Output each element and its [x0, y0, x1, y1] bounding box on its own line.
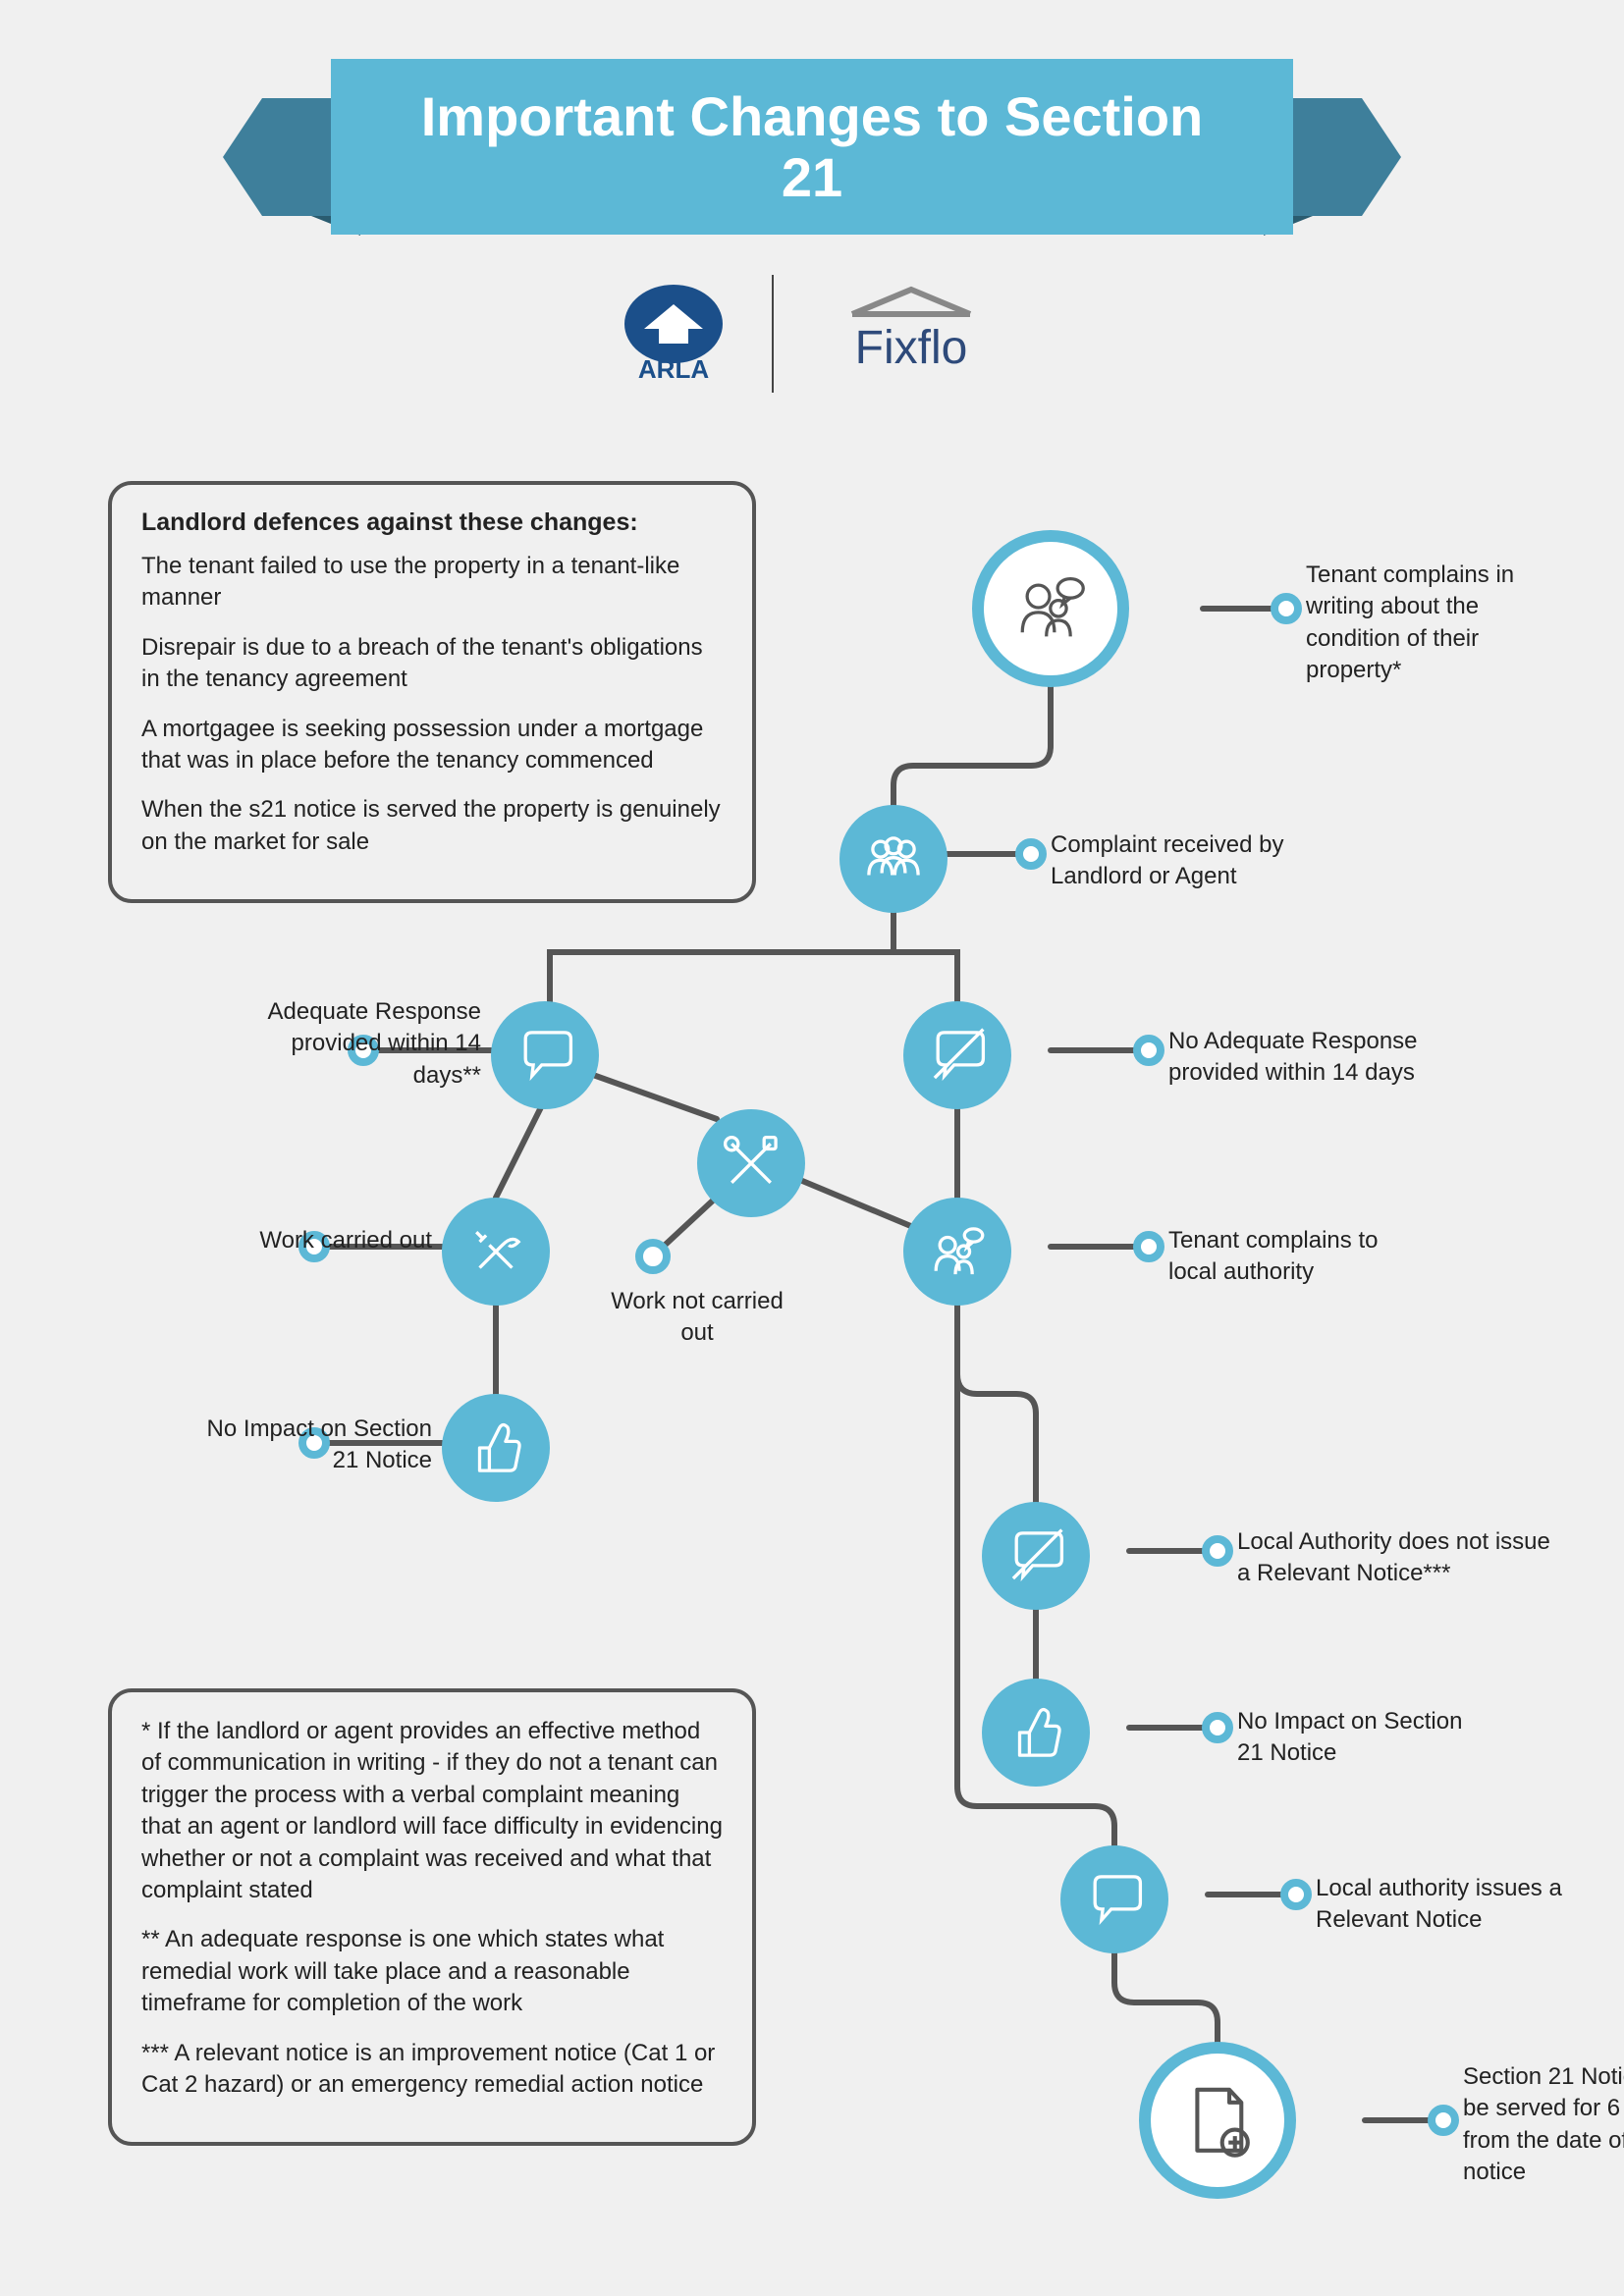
label-n5a: No Impact on Section 21 Notice	[177, 1414, 432, 1477]
logo-divider	[772, 275, 774, 393]
people-speech-icon	[925, 1219, 990, 1284]
defences-box: Landlord defences against these changes:…	[108, 481, 756, 903]
logo-row: ARLA Fixflo	[615, 275, 1009, 393]
people-speech-icon	[1010, 568, 1091, 649]
label-n2: Complaint received by Landlord or Agent	[1051, 829, 1306, 893]
defence-item: Disrepair is due to a breach of the tena…	[141, 632, 723, 696]
speech-slash-icon	[925, 1023, 990, 1088]
node-adequate-response	[491, 1001, 599, 1109]
footnotes-box: * If the landlord or agent provides an e…	[108, 1688, 756, 2146]
document-plus-icon	[1177, 2080, 1258, 2161]
node-no-impact-b	[982, 1679, 1090, 1787]
node-la-no-notice	[982, 1502, 1090, 1610]
label-n1: Tenant complains in writing about the co…	[1306, 560, 1561, 687]
defence-item: When the s21 notice is served the proper…	[141, 794, 723, 858]
label-n7: No Impact on Section 21 Notice	[1237, 1706, 1492, 1770]
label-n3a: Adequate Response provided within 14 day…	[226, 996, 481, 1092]
arla-label: ARLA	[638, 354, 709, 384]
fixflo-logo: Fixflo	[813, 280, 1009, 388]
node-complaint-received	[839, 805, 947, 913]
label-n6: Local Authority does not issue a Relevan…	[1237, 1526, 1551, 1590]
title-banner: Important Changes to Section 21	[331, 59, 1293, 235]
node-tenant-complains	[972, 530, 1129, 687]
label-n4a: Work carried out	[177, 1225, 432, 1256]
thumbs-up-icon	[1003, 1700, 1068, 1765]
label-n4b: Work not carried out	[599, 1286, 795, 1350]
label-n5b: Tenant complains to local authority	[1168, 1225, 1424, 1289]
footnote-item: ** An adequate response is one which sta…	[141, 1924, 723, 2019]
footnote-item: *** A relevant notice is an improvement …	[141, 2038, 723, 2102]
defences-heading: Landlord defences against these changes:	[141, 508, 723, 537]
node-tools-cross	[697, 1109, 805, 1217]
node-no-adequate-response	[903, 1001, 1011, 1109]
tools-icon	[463, 1219, 528, 1284]
thumbs-up-icon	[463, 1415, 528, 1480]
node-la-issues-notice	[1060, 1845, 1168, 1953]
tools-crossed-icon	[719, 1131, 784, 1196]
node-no-impact-a	[442, 1394, 550, 1502]
label-n8: Local authority issues a Relevant Notice	[1316, 1873, 1571, 1937]
fixflo-label: Fixflo	[855, 322, 968, 374]
defence-item: The tenant failed to use the property in…	[141, 551, 723, 614]
label-n9: Section 21 Notice cannot be served for 6…	[1463, 2061, 1624, 2189]
node-tenant-local-authority	[903, 1198, 1011, 1306]
speech-icon	[513, 1023, 577, 1088]
group-icon	[861, 827, 926, 891]
node-work-carried-out	[442, 1198, 550, 1306]
node-s21-cannot-serve	[1139, 2042, 1296, 2199]
page-title: Important Changes to Section 21	[390, 86, 1234, 207]
footnote-item: * If the landlord or agent provides an e…	[141, 1716, 723, 1906]
defence-item: A mortgagee is seeking possession under …	[141, 714, 723, 777]
speech-slash-icon	[1003, 1523, 1068, 1588]
arla-logo: ARLA	[615, 280, 732, 388]
speech-icon	[1082, 1867, 1147, 1932]
label-n3b: No Adequate Response provided within 14 …	[1168, 1026, 1424, 1090]
